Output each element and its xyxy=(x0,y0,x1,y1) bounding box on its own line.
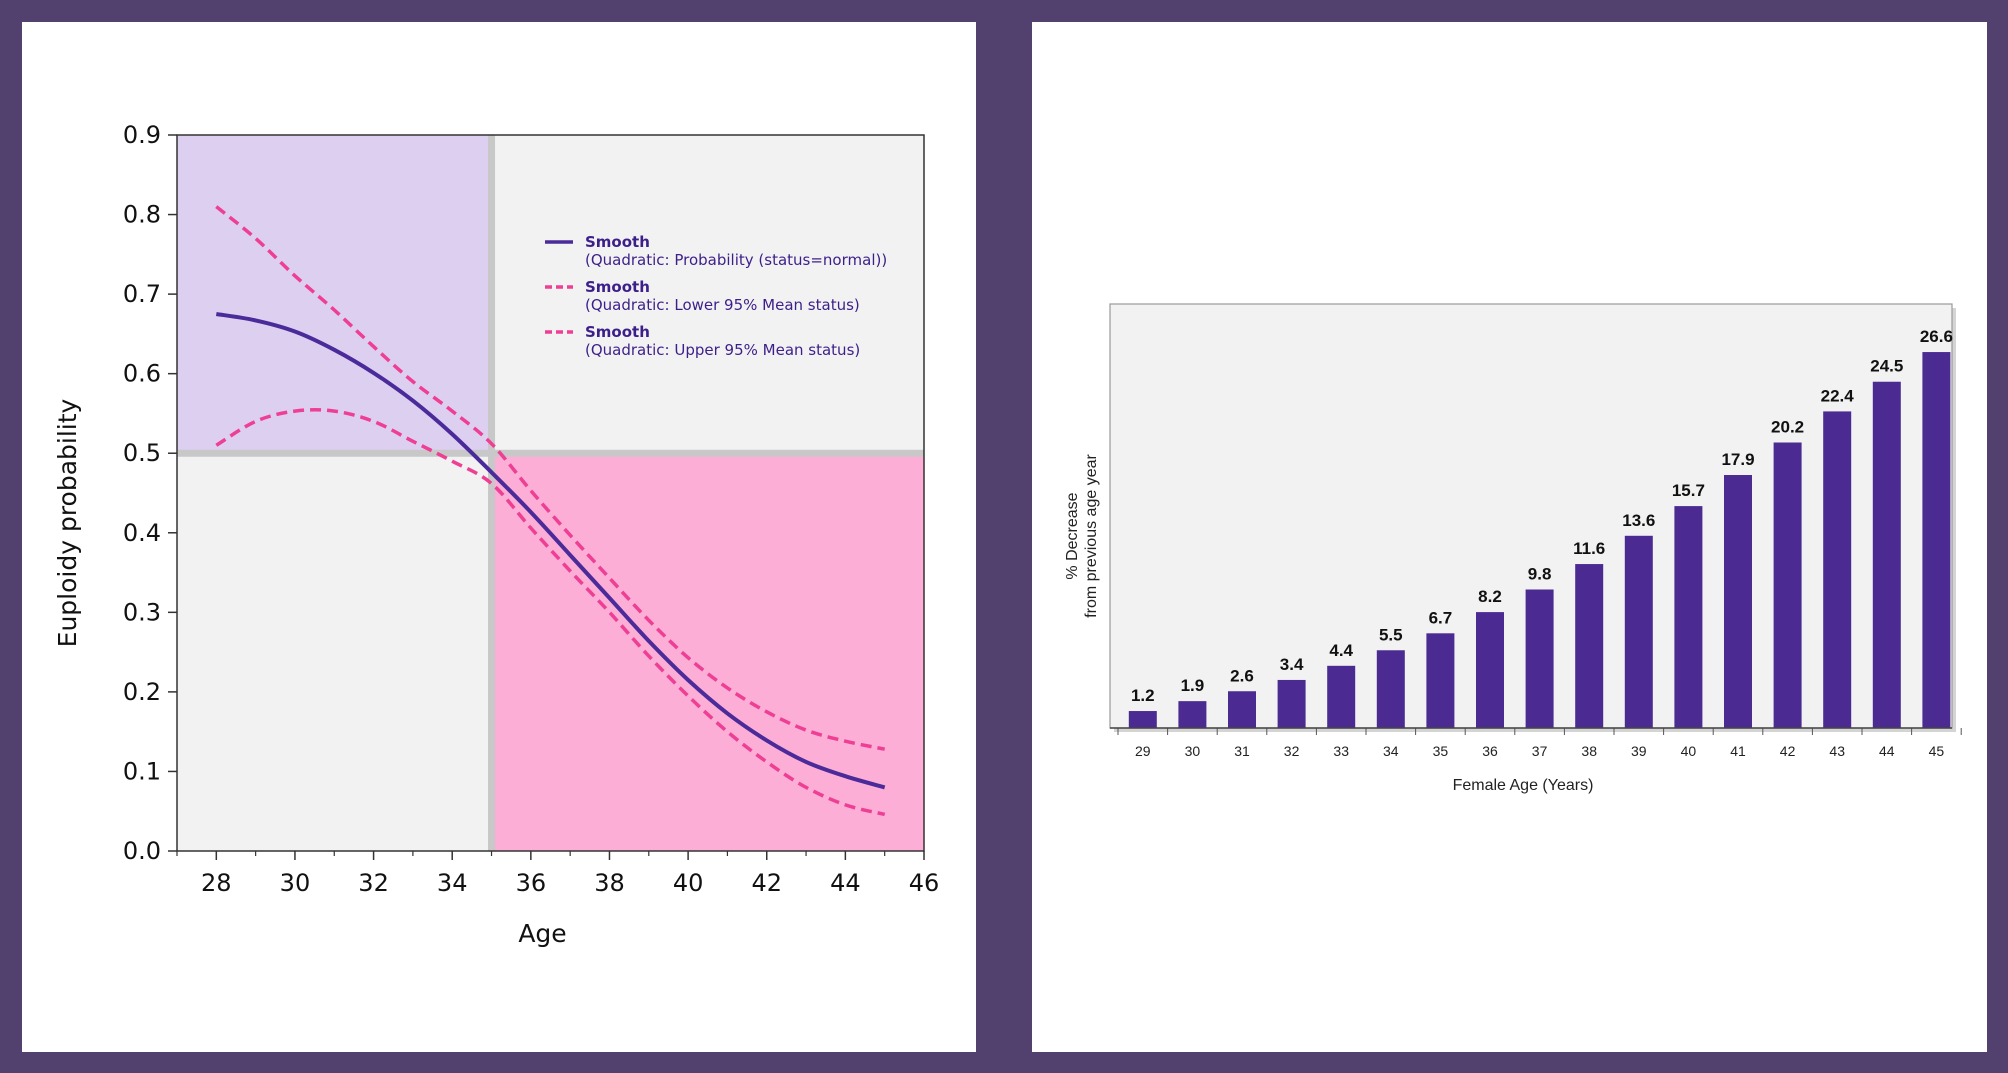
y-axis-title-line2: from previous age year xyxy=(1083,454,1100,618)
y-tick-label: 0.6 xyxy=(123,360,161,388)
bar-value-label: 26.6 xyxy=(1920,327,1953,346)
x-tick-label: 44 xyxy=(830,869,861,897)
bar-value-label: 15.7 xyxy=(1672,481,1705,500)
series-line-probability xyxy=(215,312,886,790)
bar-34 xyxy=(1376,650,1405,728)
y-tick-label: 0.1 xyxy=(123,757,161,785)
x-tick-label: 46 xyxy=(909,869,940,897)
bar-value-label: 20.2 xyxy=(1771,418,1804,437)
y-tick-label: 0.9 xyxy=(123,121,161,149)
x-tick-label: 42 xyxy=(751,869,782,897)
euploidy-line-chart: 28 30 32 34 36 38 40 42 44 46 0.0 0.1 0.2 0.3 0.4 0.5 0.… xyxy=(53,121,940,948)
x-tick-label: 31 xyxy=(1234,743,1250,759)
y-tick-label: 0.0 xyxy=(123,837,161,865)
bar-37 xyxy=(1525,589,1554,728)
legend-series-name: Smooth xyxy=(585,323,650,341)
x-tick-label: 36 xyxy=(516,869,547,897)
quadrant-top-right xyxy=(491,135,924,454)
plot-frame xyxy=(176,134,925,852)
x-tick-label: 33 xyxy=(1333,743,1349,759)
legend-series-detail: (Quadratic: Probability (status=normal)) xyxy=(585,251,887,269)
bar-value-label: 3.4 xyxy=(1280,655,1304,674)
bar-36 xyxy=(1476,612,1504,728)
x-tick-label: 37 xyxy=(1532,743,1548,759)
x-tick-label: 41 xyxy=(1730,743,1746,759)
bar-30 xyxy=(1178,701,1207,728)
series-line-upper-95 xyxy=(215,205,886,751)
series-line-lower-95 xyxy=(215,408,886,817)
x-tick-label: 30 xyxy=(280,869,311,897)
x-axis-title: Female Age (Years) xyxy=(1453,777,1594,794)
bar-29 xyxy=(1128,711,1157,728)
x-tick-label: 42 xyxy=(1780,743,1796,759)
bar-value-label: 1.2 xyxy=(1131,686,1155,705)
y-tick-label: 0.8 xyxy=(123,201,161,229)
bar-value-label: 4.4 xyxy=(1329,641,1353,660)
x-tick-label: 43 xyxy=(1829,743,1845,759)
bar-value-label: 6.7 xyxy=(1429,608,1453,627)
bar-value-label: 11.6 xyxy=(1573,539,1605,558)
bar-39 xyxy=(1624,535,1653,728)
bar-44 xyxy=(1872,381,1901,728)
x-tick-label: 38 xyxy=(594,869,625,897)
bar-value-label: 17.9 xyxy=(1721,450,1754,469)
bar-value-label: 8.2 xyxy=(1478,587,1502,606)
y-tick-label: 0.2 xyxy=(123,678,161,706)
bar-38 xyxy=(1575,564,1604,728)
legend-series-name: Smooth xyxy=(585,278,650,296)
x-tick-label: 40 xyxy=(673,869,704,897)
x-tick-label: 34 xyxy=(437,869,468,897)
right-chart-panel: 1.2 29 1.9 30 2.6 31 3.4 32 4.4 33 5.5 34 6.7 35 8.2 36… xyxy=(1032,22,1987,1052)
x-axis-title: Age xyxy=(518,919,566,948)
x-tick-label: 45 xyxy=(1929,743,1945,759)
y-tick-label: 0.3 xyxy=(123,598,161,626)
quadrant-bottom-left xyxy=(177,453,492,851)
bar-40 xyxy=(1674,506,1703,728)
bar-value-label: 2.6 xyxy=(1230,666,1254,685)
legend-series-detail: (Quadratic: Upper 95% Mean status) xyxy=(585,341,860,359)
bar-42 xyxy=(1773,442,1802,728)
bar-value-label: 13.6 xyxy=(1622,511,1655,530)
bar-45 xyxy=(1922,352,1951,728)
legend-series-detail: (Quadratic: Lower 95% Mean status) xyxy=(585,296,860,314)
legend-series-name: Smooth xyxy=(585,233,650,251)
x-tick-label: 39 xyxy=(1631,743,1647,759)
x-tick-label: 34 xyxy=(1383,743,1399,759)
quadrant-bottom-right xyxy=(491,453,924,851)
bar-value-label: 1.9 xyxy=(1181,676,1205,695)
y-tick-label: 0.5 xyxy=(123,439,161,467)
x-tick-label: 29 xyxy=(1135,743,1151,759)
x-tick-label: 44 xyxy=(1879,743,1895,759)
x-tick-label: 35 xyxy=(1433,743,1449,759)
decrease-bar-chart: 1.2 29 1.9 30 2.6 31 3.4 32 4.4 33 5.5 34 6.7 35 8.2 36… xyxy=(1064,303,1962,794)
x-tick-label: 30 xyxy=(1185,743,1201,759)
x-tick-label: 36 xyxy=(1482,743,1498,759)
bar-value-label: 5.5 xyxy=(1379,625,1403,644)
bar-43 xyxy=(1823,411,1852,728)
left-chart-panel: 28 30 32 34 36 38 40 42 44 46 0.0 0.1 0.2 0.3 0.4 0.5 0.… xyxy=(22,22,976,1052)
x-tick-label: 32 xyxy=(1284,743,1300,759)
bar-32 xyxy=(1277,679,1306,728)
x-tick-label: 28 xyxy=(201,869,232,897)
bar-value-label: 9.8 xyxy=(1528,564,1552,583)
y-axis-title: Euploidy probability xyxy=(53,398,82,647)
bar-33 xyxy=(1327,665,1356,728)
y-tick-label: 0.7 xyxy=(123,280,161,308)
bar-value-label: 24.5 xyxy=(1870,357,1903,376)
x-tick-label: 32 xyxy=(358,869,389,897)
bar-31 xyxy=(1228,691,1256,728)
x-tick-label: 40 xyxy=(1681,743,1697,759)
x-tick-label: 38 xyxy=(1581,743,1597,759)
bar-value-label: 22.4 xyxy=(1821,386,1855,405)
bar-35 xyxy=(1426,633,1455,728)
bar-41 xyxy=(1724,475,1752,728)
quadrant-top-left xyxy=(177,135,492,454)
y-tick-label: 0.4 xyxy=(123,519,161,547)
y-axis-title-line1: % Decrease xyxy=(1064,492,1081,579)
